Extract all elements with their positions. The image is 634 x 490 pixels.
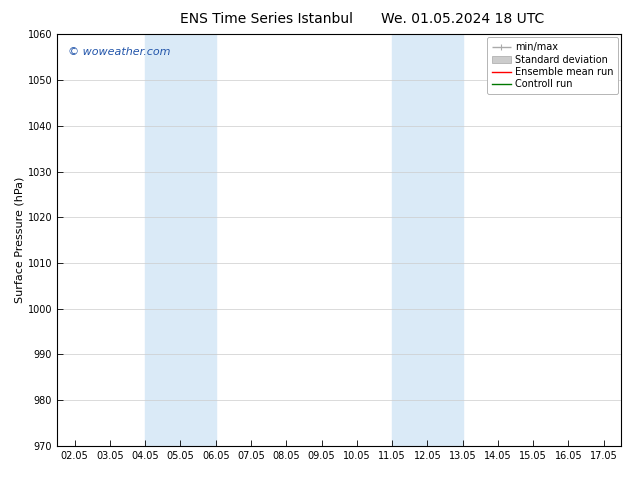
Text: © woweather.com: © woweather.com [68,47,171,57]
Y-axis label: Surface Pressure (hPa): Surface Pressure (hPa) [15,177,25,303]
Bar [392,34,463,446]
Legend: min/max, Standard deviation, Ensemble mean run, Controll run: min/max, Standard deviation, Ensemble me… [487,37,618,94]
Text: We. 01.05.2024 18 UTC: We. 01.05.2024 18 UTC [381,12,545,26]
Text: ENS Time Series Istanbul: ENS Time Series Istanbul [180,12,353,26]
Bar [145,34,216,446]
